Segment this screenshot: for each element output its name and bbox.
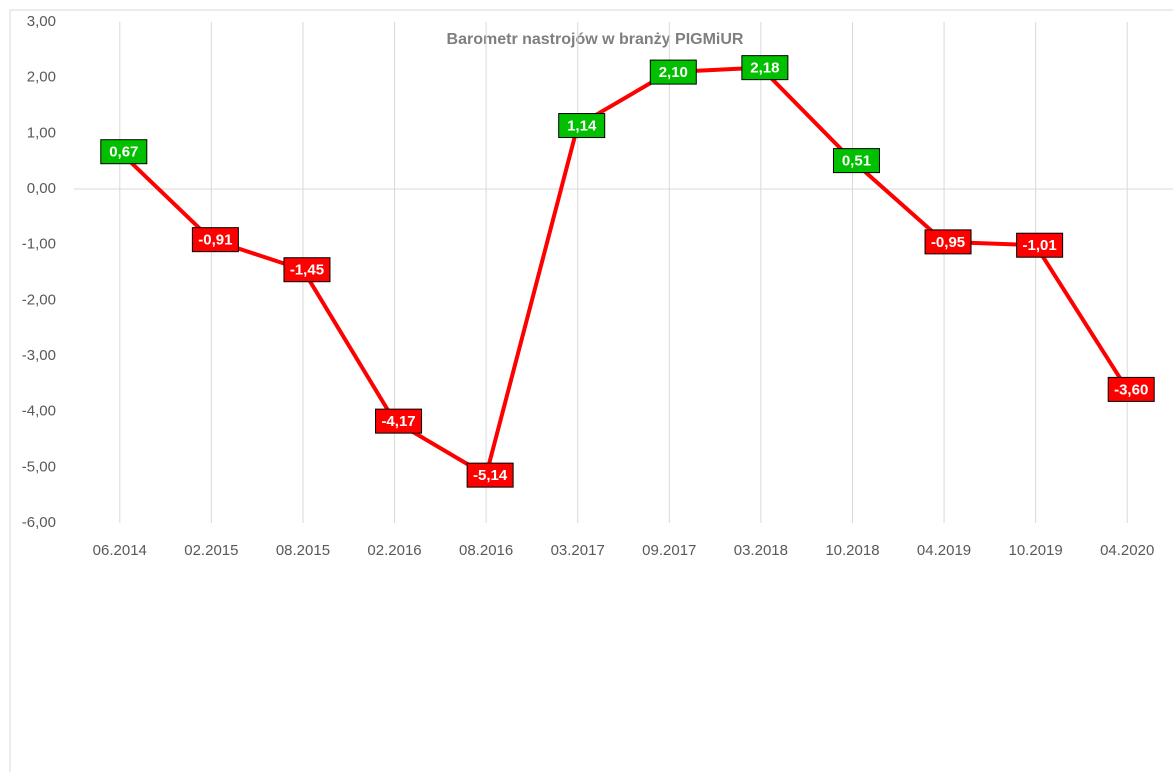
data-label-box bbox=[741, 55, 789, 81]
y-tick-label: -6,00 bbox=[22, 514, 56, 531]
x-tick-label: 03.2017 bbox=[551, 542, 605, 559]
y-tick-label: -4,00 bbox=[22, 403, 56, 420]
data-label: 1,14 bbox=[567, 118, 597, 135]
data-label: 2,18 bbox=[750, 60, 779, 77]
data-label-box bbox=[191, 227, 239, 253]
data-label: -0,95 bbox=[931, 234, 965, 251]
x-tick-label: 02.2016 bbox=[367, 542, 421, 559]
series-line bbox=[118, 65, 1129, 478]
data-label: -1,01 bbox=[1023, 237, 1057, 254]
x-tick-label: 10.2018 bbox=[825, 542, 879, 559]
data-label: -1,45 bbox=[290, 262, 324, 279]
data-label: -3,60 bbox=[1114, 381, 1148, 398]
x-tick-label: 10.2019 bbox=[1009, 542, 1063, 559]
data-label-group: -5,14 bbox=[466, 462, 514, 488]
data-label-group: -3,60 bbox=[1107, 376, 1155, 402]
data-label-box bbox=[1016, 232, 1064, 258]
data-label-box bbox=[100, 139, 148, 165]
y-tick-label: 1,00 bbox=[27, 124, 56, 141]
data-label-group: -1,01 bbox=[1016, 232, 1064, 258]
data-label: 2,10 bbox=[659, 64, 688, 81]
x-tick-label: 04.2020 bbox=[1100, 542, 1154, 559]
data-label-group: -4,17 bbox=[375, 408, 423, 434]
y-tick-label: -2,00 bbox=[22, 291, 56, 308]
data-label-group: 1,14 bbox=[558, 113, 606, 139]
data-label: -4,17 bbox=[381, 413, 415, 430]
x-tick-label: 03.2018 bbox=[734, 542, 788, 559]
data-label-group: -0,91 bbox=[191, 227, 239, 253]
data-label-box bbox=[832, 148, 880, 174]
data-label-box bbox=[466, 462, 514, 488]
data-label: 0,67 bbox=[109, 144, 138, 161]
x-tick-label: 08.2016 bbox=[459, 542, 513, 559]
y-tick-label: -3,00 bbox=[22, 347, 56, 364]
data-label-group: 0,67 bbox=[100, 139, 148, 165]
data-label: -5,14 bbox=[473, 467, 508, 484]
x-tick-label: 04.2019 bbox=[917, 542, 971, 559]
data-label: -0,91 bbox=[198, 232, 232, 249]
x-tick-label: 02.2015 bbox=[184, 542, 238, 559]
data-label-box bbox=[375, 408, 423, 434]
y-tick-label: 0,00 bbox=[27, 180, 56, 197]
data-label-group: -0,95 bbox=[924, 229, 972, 255]
x-tick-label: 09.2017 bbox=[642, 542, 696, 559]
x-tick-label: 06.2014 bbox=[93, 542, 147, 559]
data-label-box bbox=[649, 59, 697, 85]
data-label-group: 0,51 bbox=[832, 148, 880, 174]
data-label: 0,51 bbox=[842, 153, 871, 170]
data-label-group: -1,45 bbox=[283, 257, 331, 283]
y-tick-label: 2,00 bbox=[27, 69, 56, 86]
x-tick-label: 08.2015 bbox=[276, 542, 330, 559]
y-tick-label: -1,00 bbox=[22, 236, 56, 253]
chart-frame bbox=[9, 9, 1173, 777]
y-tick-label: -5,00 bbox=[22, 458, 56, 475]
data-label-box bbox=[924, 229, 972, 255]
chart-title: Barometr nastrojów w branży PIGMiUR bbox=[447, 31, 744, 48]
data-label-box bbox=[1107, 376, 1155, 402]
data-label-group: 2,10 bbox=[649, 59, 697, 85]
y-tick-label: 3,00 bbox=[27, 13, 56, 30]
data-label-box bbox=[283, 257, 331, 283]
data-label-box bbox=[558, 113, 606, 139]
data-label-group: 2,18 bbox=[741, 55, 789, 81]
